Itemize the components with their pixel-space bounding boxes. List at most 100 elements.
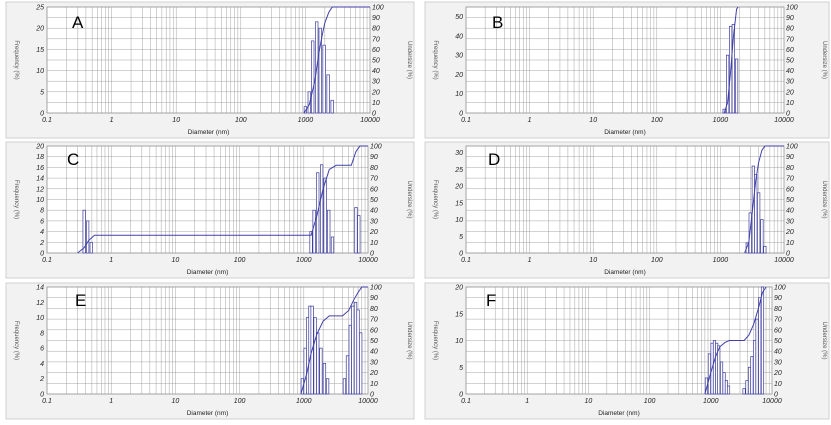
x-axis-title: Diameter (nm) (604, 269, 646, 276)
y2-tick-label: 100 (372, 5, 384, 12)
frequency-bar (745, 380, 749, 395)
y2-tick-label: 80 (786, 165, 794, 172)
x-tick-label: 0.1 (42, 117, 52, 124)
y2-tick-label: 80 (786, 26, 794, 33)
x-tick-label: 10 (172, 257, 180, 264)
frequency-bar (742, 388, 746, 395)
x-tick-label: 1 (525, 398, 529, 405)
x-tick-label: 0.1 (461, 117, 471, 124)
y-tick-label: 15 (36, 47, 44, 54)
y-tick-label: 15 (455, 200, 463, 207)
y-tick-label: 12 (36, 186, 44, 193)
x-tick-label: 10000 (774, 257, 794, 264)
x-tick-label: 1 (528, 257, 532, 264)
y2-tick-label: 90 (774, 295, 782, 302)
y-tick-label: 10 (36, 315, 44, 322)
panel-letter: E (75, 291, 86, 310)
y-tick-label: 30 (455, 53, 463, 60)
frequency-bar (763, 245, 767, 254)
x-tick-label: 10000 (360, 117, 380, 124)
frequency-bar (351, 305, 355, 395)
y-tick-label: 14 (36, 285, 44, 292)
y-tick-label: 30 (455, 150, 463, 157)
y2-tick-label: 80 (370, 165, 378, 172)
grid-lines (46, 286, 368, 395)
frequency-bar (755, 318, 759, 395)
y-tick-label: 0 (459, 111, 463, 118)
x-axis-title: Diameter (nm) (604, 129, 646, 136)
frequency-bar (760, 286, 765, 395)
undersize-curve (704, 286, 767, 395)
panel-letter: D (488, 150, 500, 169)
x-tick-label: 100 (235, 117, 247, 124)
frequency-bar (303, 106, 307, 114)
y-tick-label: 20 (35, 26, 44, 33)
frequency-bar (323, 177, 327, 254)
y2-tick-label: 10 (786, 100, 794, 107)
y2-tick-label: 20 (785, 229, 794, 236)
frequency-bar (731, 23, 735, 114)
y2-tick-label: 20 (785, 89, 794, 96)
y2-axis-title: Undersize (%) (406, 321, 412, 359)
frequency-bar (758, 297, 762, 395)
x-tick-label: 1000 (296, 398, 312, 405)
frequency-bar (330, 99, 334, 114)
undersize-curve (303, 6, 370, 114)
y2-tick-label: 10 (786, 240, 794, 247)
y-axis-title: Frequency (%) (13, 40, 19, 79)
y2-tick-label: 0 (372, 111, 376, 118)
y2-tick-label: 30 (370, 359, 378, 366)
x-tick-label: 0.1 (461, 398, 471, 405)
x-tick-label: 0.1 (42, 257, 52, 264)
y-tick-label: 10 (36, 197, 44, 204)
y2-tick-label: 40 (370, 349, 378, 356)
y2-tick-label: 30 (372, 79, 380, 86)
y-axis-title: Frequency (%) (432, 40, 438, 79)
frequency-bar (326, 74, 330, 114)
frequency-bar (757, 192, 761, 254)
y2-tick-label: 10 (774, 381, 782, 388)
y2-tick-label: 70 (774, 317, 782, 324)
frequency-bar (750, 356, 754, 395)
y2-tick-label: 10 (372, 100, 380, 107)
frequency-bar (717, 345, 721, 395)
y-tick-label: 4 (40, 229, 44, 236)
y-tick-label: 4 (40, 361, 44, 368)
y2-tick-label: 10 (370, 381, 378, 388)
frequency-bar (322, 44, 326, 114)
x-tick-label: 10 (585, 398, 593, 405)
y2-tick-label: 20 (369, 229, 378, 236)
y2-tick-label: 90 (370, 295, 378, 302)
frequency-bar (318, 27, 322, 114)
y2-tick-label: 60 (372, 47, 380, 54)
frequency-bar (312, 209, 316, 254)
y2-tick-label: 60 (786, 186, 794, 193)
y2-axis-title: Undersize (%) (821, 321, 827, 359)
y2-tick-label: 100 (786, 144, 798, 151)
y-tick-label: 0 (459, 251, 463, 258)
x-tick-label: 1 (109, 398, 113, 405)
y-tick-label: 10 (455, 338, 463, 345)
frequency-bar (722, 108, 726, 114)
y2-tick-label: 90 (786, 15, 794, 22)
y-axis-title: Frequency (%) (13, 321, 19, 360)
y-tick-label: 2 (39, 376, 44, 383)
y2-tick-label: 90 (372, 15, 380, 22)
grid-lines (465, 286, 772, 395)
frequency-bar (726, 54, 730, 114)
y2-tick-label: 60 (774, 327, 782, 334)
frequency-bar (309, 231, 313, 254)
y2-tick-label: 60 (786, 47, 794, 54)
y2-tick-label: 60 (370, 327, 378, 334)
frequency-bar (342, 378, 347, 395)
y2-tick-label: 0 (370, 251, 374, 258)
y2-tick-label: 50 (774, 338, 782, 345)
y-tick-label: 6 (40, 218, 44, 225)
frequency-bar (735, 58, 739, 114)
y2-tick-label: 90 (786, 154, 794, 161)
frequency-bar (345, 355, 350, 395)
y2-tick-label: 50 (786, 197, 794, 204)
y2-tick-label: 70 (370, 176, 378, 183)
y2-tick-label: 50 (372, 58, 380, 65)
y-tick-label: 16 (36, 165, 44, 172)
